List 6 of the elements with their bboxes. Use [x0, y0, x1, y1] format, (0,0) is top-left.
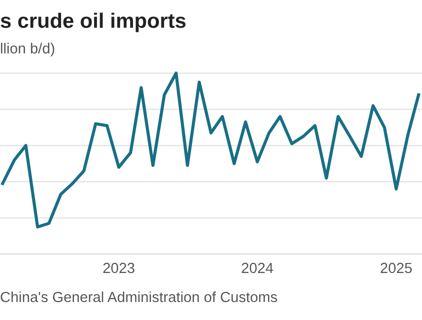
x-tick-label: 2025 — [380, 262, 412, 274]
chart-title: s crude oil imports — [0, 12, 186, 32]
text: China's General Administration of Customs — [0, 291, 278, 302]
x-tick-label: 2023 — [103, 262, 134, 274]
chart-subtitle: llion b/d) — [0, 42, 54, 56]
x-tick-label: 2024 — [242, 262, 274, 274]
